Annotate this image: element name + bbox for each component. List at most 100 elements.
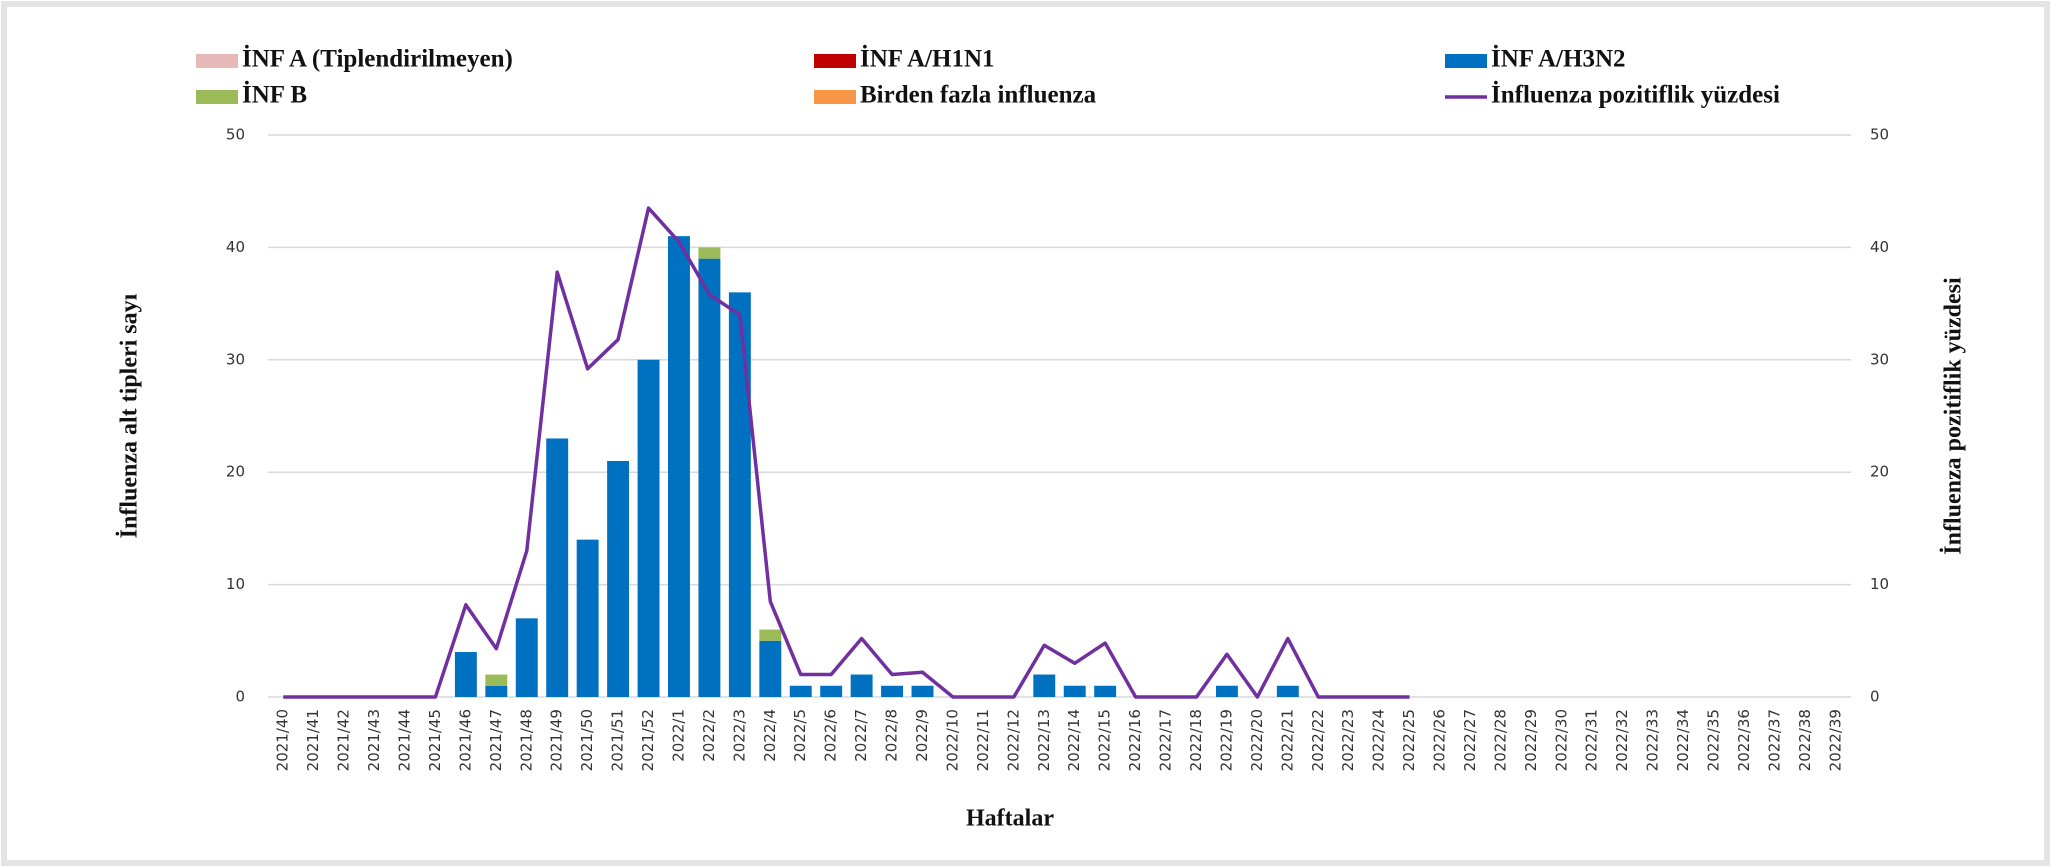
bar — [1033, 674, 1056, 697]
x-tick-label: 2022/4 — [761, 709, 779, 762]
bar — [1276, 685, 1299, 697]
bar — [789, 685, 812, 697]
y2-tick-label: 0 — [1870, 688, 1880, 706]
bar — [485, 674, 508, 686]
x-tick-label: 2021/47 — [487, 709, 505, 771]
bar — [728, 292, 751, 697]
y2-tick-label: 30 — [1870, 350, 1889, 368]
x-tick-label: 2022/39 — [1826, 709, 1844, 771]
bar — [546, 438, 569, 697]
x-tick-label: 2022/5 — [791, 709, 809, 762]
x-tick-label: 2022/25 — [1400, 709, 1418, 771]
y-tick-label: 40 — [226, 238, 245, 256]
bar — [576, 539, 599, 697]
y2-tick-label: 10 — [1870, 575, 1889, 593]
legend-swatch — [814, 90, 856, 104]
x-tick-label: 2022/35 — [1705, 709, 1723, 771]
x-tick-label: 2022/10 — [943, 709, 961, 771]
x-tick-label: 2022/22 — [1309, 709, 1327, 771]
bar — [515, 618, 538, 697]
bar — [881, 685, 904, 697]
legend-label: İNF B — [242, 81, 307, 109]
x-tick-label: 2021/52 — [639, 709, 657, 771]
bar — [759, 629, 782, 641]
x-tick-label: 2022/3 — [730, 709, 748, 762]
x-tick-label: 2021/48 — [517, 709, 535, 771]
x-tick-label: 2021/45 — [426, 709, 444, 771]
x-tick-label: 2021/51 — [609, 709, 627, 771]
x-tick-label: 2021/42 — [335, 709, 353, 771]
y2-tick-label: 20 — [1870, 463, 1889, 481]
y2-axis-title: İnfluenza pozitiflik yüzdesi — [1941, 277, 1967, 555]
y-tick-label: 0 — [235, 688, 245, 706]
legend-label: İnfluenza pozitiflik yüzdesi — [1491, 81, 1780, 109]
y-tick-label: 30 — [226, 350, 245, 368]
x-tick-label: 2022/6 — [822, 709, 840, 762]
x-tick-label: 2021/49 — [548, 709, 566, 771]
x-tick-label: 2022/2 — [700, 709, 718, 762]
bar — [850, 674, 873, 697]
x-tick-label: 2022/23 — [1339, 709, 1357, 771]
bar — [759, 640, 782, 697]
bar — [607, 460, 630, 697]
x-tick-label: 2022/24 — [1370, 709, 1388, 771]
x-tick-label: 2022/15 — [1096, 709, 1114, 771]
x-tick-label: 2022/36 — [1735, 709, 1753, 771]
x-tick-label: 2022/20 — [1248, 709, 1266, 771]
x-tick-label: 2022/38 — [1796, 709, 1814, 771]
x-tick-label: 2022/18 — [1187, 709, 1205, 771]
x-tick-label: 2021/43 — [365, 709, 383, 771]
x-tick-label: 2022/30 — [1552, 709, 1570, 771]
y-tick-label: 10 — [226, 575, 245, 593]
bar — [698, 247, 721, 259]
legend-swatch — [814, 54, 856, 68]
x-tick-label: 2022/33 — [1644, 709, 1662, 771]
bar — [698, 258, 721, 697]
x-tick-label: 2022/27 — [1461, 709, 1479, 771]
x-tick-label: 2021/40 — [274, 709, 292, 771]
x-tick-label: 2022/16 — [1126, 709, 1144, 771]
bar — [1094, 685, 1117, 697]
x-tick-label: 2021/44 — [395, 709, 413, 771]
bar — [637, 359, 660, 697]
line-series — [283, 206, 1410, 699]
legend-swatch — [196, 90, 238, 104]
x-tick-label: 2021/50 — [578, 709, 596, 771]
x-tick-label: 2022/31 — [1583, 709, 1601, 771]
legend-label: İNF A/H3N2 — [1491, 45, 1626, 73]
y-tick-label: 20 — [226, 463, 245, 481]
x-tick-label: 2022/14 — [1065, 709, 1083, 771]
x-tick-label: 2022/29 — [1522, 709, 1540, 771]
y-axis-title: İnfluenza alt tipleri sayı — [117, 293, 143, 538]
legend-swatch — [196, 54, 238, 68]
x-tick-label: 2022/21 — [1278, 709, 1296, 771]
x-tick-label: 2022/34 — [1674, 709, 1692, 771]
x-tick-label: 2022/37 — [1765, 709, 1783, 771]
x-tick-label: 2022/19 — [1217, 709, 1235, 771]
legend-swatch — [1445, 54, 1487, 68]
x-tick-label: 2022/17 — [1157, 709, 1175, 771]
x-tick-label: 2021/46 — [456, 709, 474, 771]
x-tick-label: 2022/32 — [1613, 709, 1631, 771]
bar — [668, 236, 690, 697]
bar — [820, 685, 843, 697]
x-tick-label: 2022/28 — [1491, 709, 1509, 771]
legend-label: Birden fazla influenza — [860, 82, 1097, 109]
bar — [1215, 685, 1238, 697]
y2-tick-label: 50 — [1870, 126, 1889, 144]
x-tick-label: 2022/26 — [1431, 709, 1449, 771]
x-tick-label: 2022/13 — [1035, 709, 1053, 771]
bar — [454, 652, 477, 697]
x-tick-label: 2021/41 — [304, 709, 322, 771]
x-tick-label: 2022/12 — [1004, 709, 1022, 771]
x-tick-label: 2022/9 — [913, 709, 931, 762]
x-tick-label: 2022/8 — [883, 709, 901, 762]
x-tick-label: 2022/1 — [669, 709, 687, 762]
legend-label: İNF A/H1N1 — [860, 45, 995, 73]
legend-label: İNF A (Tiplendirilmeyen) — [242, 45, 513, 73]
y-tick-label: 50 — [226, 126, 245, 144]
x-axis-title: Haftalar — [966, 806, 1054, 832]
bar — [485, 685, 508, 697]
bar — [1063, 685, 1086, 697]
